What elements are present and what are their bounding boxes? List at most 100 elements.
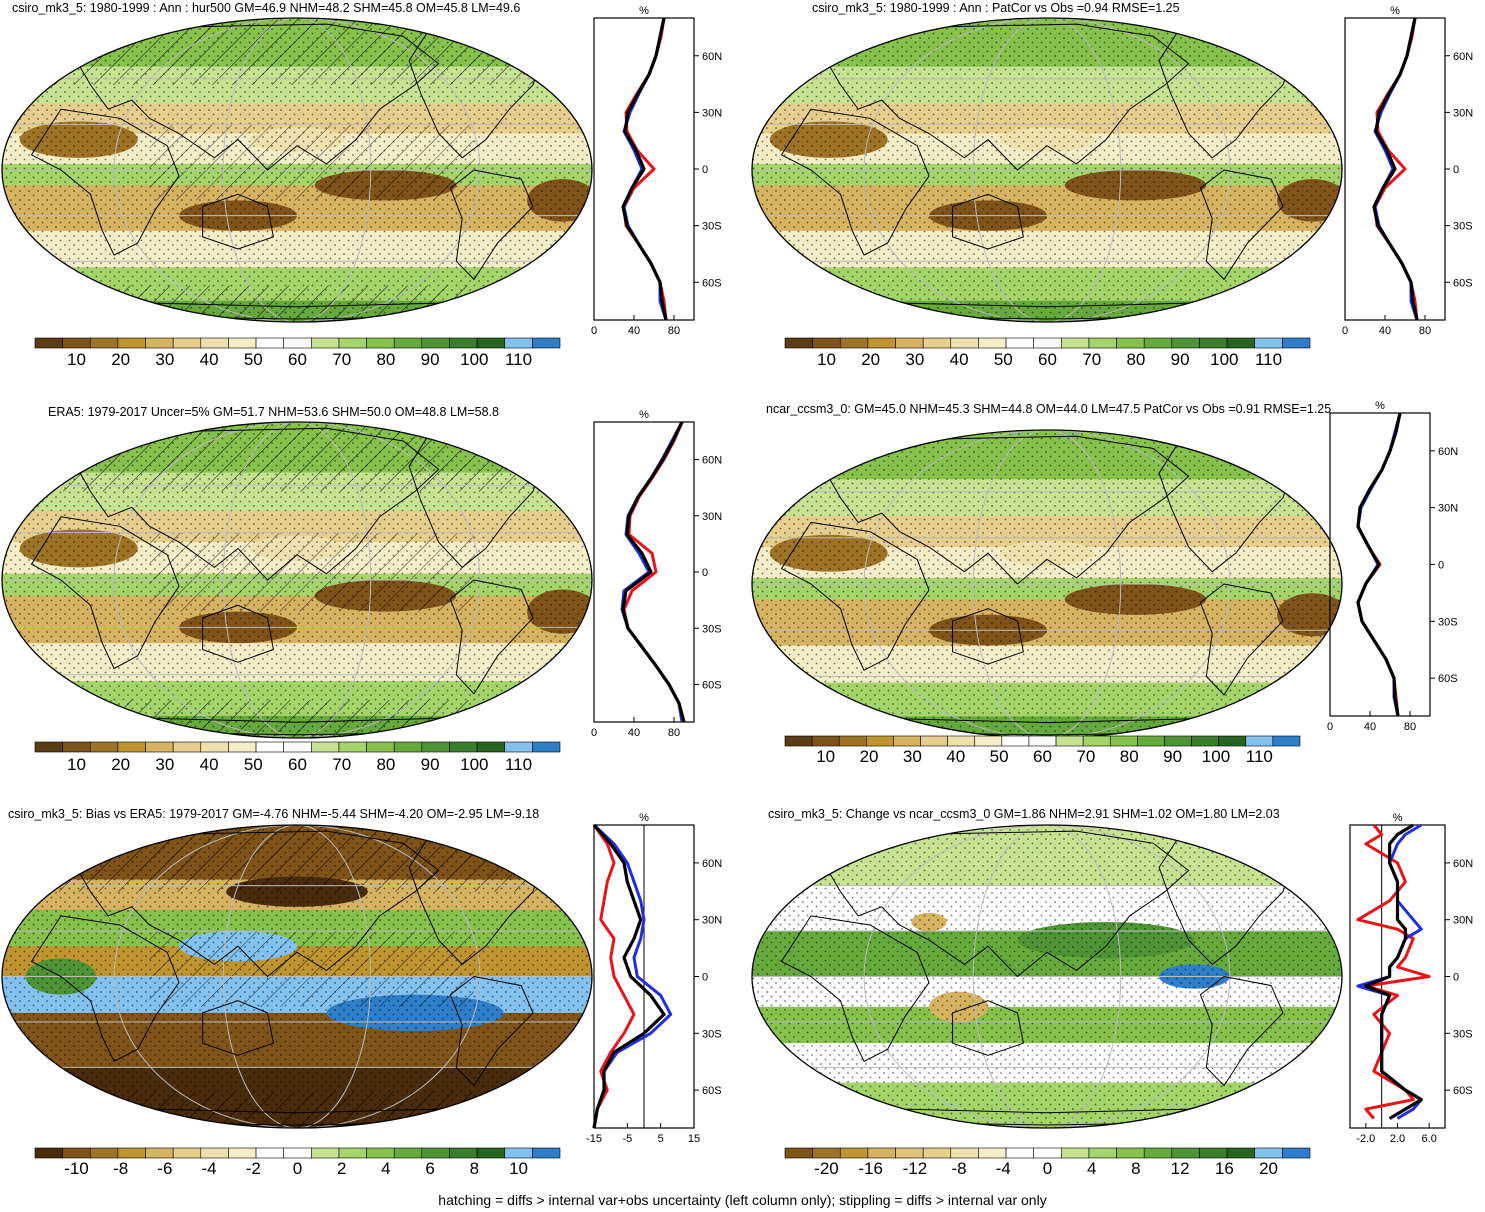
hatching-tropics bbox=[149, 124, 474, 201]
colorbar-swatch bbox=[117, 337, 146, 349]
colorbar-swatch bbox=[867, 1147, 896, 1159]
profile-lat-label: 60N bbox=[1453, 51, 1473, 63]
coastline bbox=[449, 579, 534, 695]
coastline bbox=[1199, 975, 1284, 1087]
colorbar-swatch bbox=[1282, 1147, 1311, 1159]
hatching-south bbox=[2, 700, 592, 738]
profile-lat-label: 60N bbox=[702, 455, 722, 467]
coastline bbox=[780, 108, 930, 256]
panel-title: ncar_ccsm3_0: GM=45.0 NHM=45.3 SHM=44.8 … bbox=[766, 402, 1331, 416]
profile-lat-label: 60N bbox=[1453, 858, 1473, 870]
profile-lat-label: 30N bbox=[702, 915, 722, 927]
colorbar-tick-label: 8 bbox=[1131, 1159, 1140, 1178]
profile-line-black bbox=[1356, 412, 1402, 717]
zonal-profile: % 60N 30N 0 30S 60S -15 -5 5 15 bbox=[586, 812, 722, 1145]
panel-title: ERA5: 1979-2017 Uncer=5% GM=51.7 NHM=53.… bbox=[48, 405, 499, 419]
colorbar-swatch bbox=[1005, 337, 1034, 349]
profile-lat-label: 60N bbox=[702, 51, 722, 63]
colorbar-tick-label: 12 bbox=[1171, 1159, 1190, 1178]
colorbar-tick-label: -20 bbox=[814, 1159, 839, 1178]
colorbar-tick-label: -4 bbox=[996, 1159, 1011, 1178]
profile-lat-label: 30S bbox=[702, 221, 722, 233]
colorbar-swatch bbox=[1245, 735, 1274, 747]
graticule-meridian bbox=[113, 18, 481, 322]
panel-title: csiro_mk3_5: Bias vs ERA5: 1979-2017 GM=… bbox=[8, 807, 539, 821]
colorbar-tick-label: -8 bbox=[952, 1159, 967, 1178]
panel-title: csiro_mk3_5: 1980-1999 : Ann : PatCor vs… bbox=[812, 1, 1180, 15]
colorbar-swatch bbox=[532, 741, 561, 753]
colorbar-swatch bbox=[311, 741, 340, 753]
colorbar-swatch bbox=[449, 337, 478, 349]
colorbar-swatch bbox=[255, 1147, 284, 1159]
colorbar-swatch bbox=[1254, 337, 1283, 349]
colorbar-swatch bbox=[228, 741, 257, 753]
coastline bbox=[72, 830, 440, 978]
coastline bbox=[780, 915, 930, 1062]
profile-unit: % bbox=[639, 5, 649, 17]
colorbar-swatch bbox=[1005, 1147, 1034, 1159]
colorbar-swatch bbox=[893, 735, 921, 747]
colorbar-swatch bbox=[895, 337, 924, 349]
colorbar-swatch bbox=[1033, 1147, 1062, 1159]
profile-line-black bbox=[621, 421, 686, 723]
map-outline bbox=[751, 17, 1343, 323]
colorbar-swatch bbox=[532, 337, 561, 349]
profile-x-label: 5 bbox=[658, 1133, 664, 1145]
hatching-north bbox=[2, 422, 592, 492]
colorbar-swatch bbox=[1282, 337, 1311, 349]
colorbar-tick-label: 100 bbox=[460, 755, 488, 774]
colorbar-swatch bbox=[338, 1147, 367, 1159]
panel-1: csiro_mk3_5: 1980-1999 : Ann : hur500 GM… bbox=[1, 1, 722, 369]
hatching-north bbox=[2, 825, 592, 892]
graticule-meridian bbox=[222, 422, 372, 738]
colorbar-tick-label: 60 bbox=[288, 350, 307, 369]
colorbar-tick-label: -2 bbox=[246, 1159, 261, 1178]
colorbar-tick-label: 8 bbox=[470, 1159, 479, 1178]
colorbar-tick-label: 30 bbox=[905, 350, 924, 369]
colorbar-swatch bbox=[421, 337, 450, 349]
profile-line-red bbox=[592, 824, 636, 1129]
profile-lat-label: 30S bbox=[1453, 221, 1473, 233]
colorbar-swatch bbox=[62, 337, 91, 349]
colorbar-tick-label: 60 bbox=[288, 755, 307, 774]
colorbar-swatch bbox=[145, 337, 174, 349]
colorbar-tick-label: 110 bbox=[1246, 747, 1273, 766]
colorbar-tick-label: 10 bbox=[67, 755, 86, 774]
colorbar-swatch bbox=[172, 1147, 202, 1159]
colorbar: 10 20 30 40 50 60 70 80 90 100 110 bbox=[784, 337, 1311, 369]
colorbar-swatch bbox=[449, 741, 478, 753]
map-field bbox=[752, 430, 1342, 738]
colorbar-tick-label: 80 bbox=[1120, 747, 1139, 766]
colorbar-swatch bbox=[421, 1147, 450, 1159]
colorbar-swatch bbox=[974, 735, 1003, 747]
colorbar-swatch bbox=[34, 337, 63, 349]
colorbar-swatch bbox=[228, 337, 257, 349]
profile-x-label: 0 bbox=[591, 325, 597, 337]
coastline bbox=[1199, 583, 1284, 696]
colorbar-swatch bbox=[1116, 1147, 1145, 1159]
coastline bbox=[202, 1000, 274, 1056]
colorbar-swatch bbox=[1254, 1147, 1283, 1159]
colorbar-swatch bbox=[922, 1147, 952, 1159]
colorbar-tick-label: 70 bbox=[1076, 747, 1095, 766]
profile-x-label: -2.0 bbox=[1356, 1133, 1375, 1145]
profile-unit: % bbox=[639, 812, 649, 824]
colorbar-tick-label: 60 bbox=[1033, 747, 1052, 766]
profile-unit: % bbox=[1393, 812, 1403, 824]
colorbar-tick-label: 90 bbox=[421, 350, 440, 369]
panel-4: ncar_ccsm3_0: GM=45.0 NHM=45.3 SHM=44.8 … bbox=[751, 400, 1458, 766]
hatching-north bbox=[2, 18, 592, 85]
profile-lat-label: 30N bbox=[702, 511, 722, 523]
coastline bbox=[1199, 169, 1284, 281]
profile-x-label: -15 bbox=[586, 1133, 602, 1145]
profile-unit: % bbox=[1375, 400, 1385, 412]
colorbar-tick-label: 40 bbox=[950, 350, 969, 369]
colorbar-swatch bbox=[228, 1147, 257, 1159]
colorbar-tick-label: 70 bbox=[1082, 350, 1101, 369]
profile-lat-label: 60S bbox=[702, 680, 722, 692]
profile-lat-label: 30N bbox=[702, 107, 722, 119]
colorbar-swatch bbox=[117, 741, 146, 753]
colorbar-swatch bbox=[366, 337, 395, 349]
profile-x-label: 80 bbox=[1419, 325, 1431, 337]
graticule-meridian bbox=[222, 825, 372, 1128]
